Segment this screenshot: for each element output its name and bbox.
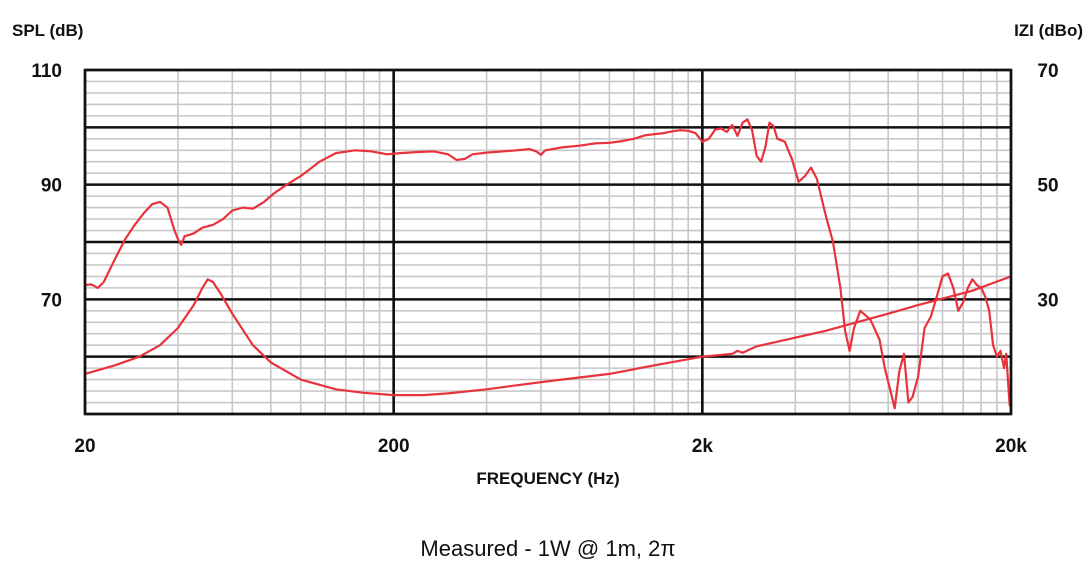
impedance-curve bbox=[84, 275, 1012, 397]
spl-curve bbox=[84, 118, 1013, 410]
y-left-tick-label: 110 bbox=[31, 61, 62, 82]
y-left-tick-label: 70 bbox=[41, 290, 62, 311]
curves bbox=[84, 118, 1013, 410]
plot-frame bbox=[83, 68, 1013, 416]
x-axis-label: FREQUENCY (Hz) bbox=[476, 469, 619, 488]
chart-caption: Measured - 1W @ 1m, 2π bbox=[420, 536, 675, 561]
grid-major bbox=[83, 68, 1013, 416]
y-right-tick-label: 50 bbox=[1037, 176, 1058, 197]
x-tick-label: 200 bbox=[378, 436, 410, 457]
left-axis-label: SPL (dB) bbox=[12, 21, 83, 40]
right-axis-label: IZI (dBo) bbox=[1014, 21, 1083, 40]
x-tick-label: 20 bbox=[74, 436, 95, 457]
y-right-tick-label: 30 bbox=[1037, 290, 1058, 311]
tick-labels: 20 200 2k 20k 110 90 70 70 50 30 bbox=[31, 61, 1058, 457]
y-left-tick-label: 90 bbox=[41, 176, 62, 197]
x-tick-label: 20k bbox=[995, 436, 1027, 457]
y-right-tick-label: 70 bbox=[1037, 61, 1058, 82]
x-tick-label: 2k bbox=[692, 436, 714, 457]
